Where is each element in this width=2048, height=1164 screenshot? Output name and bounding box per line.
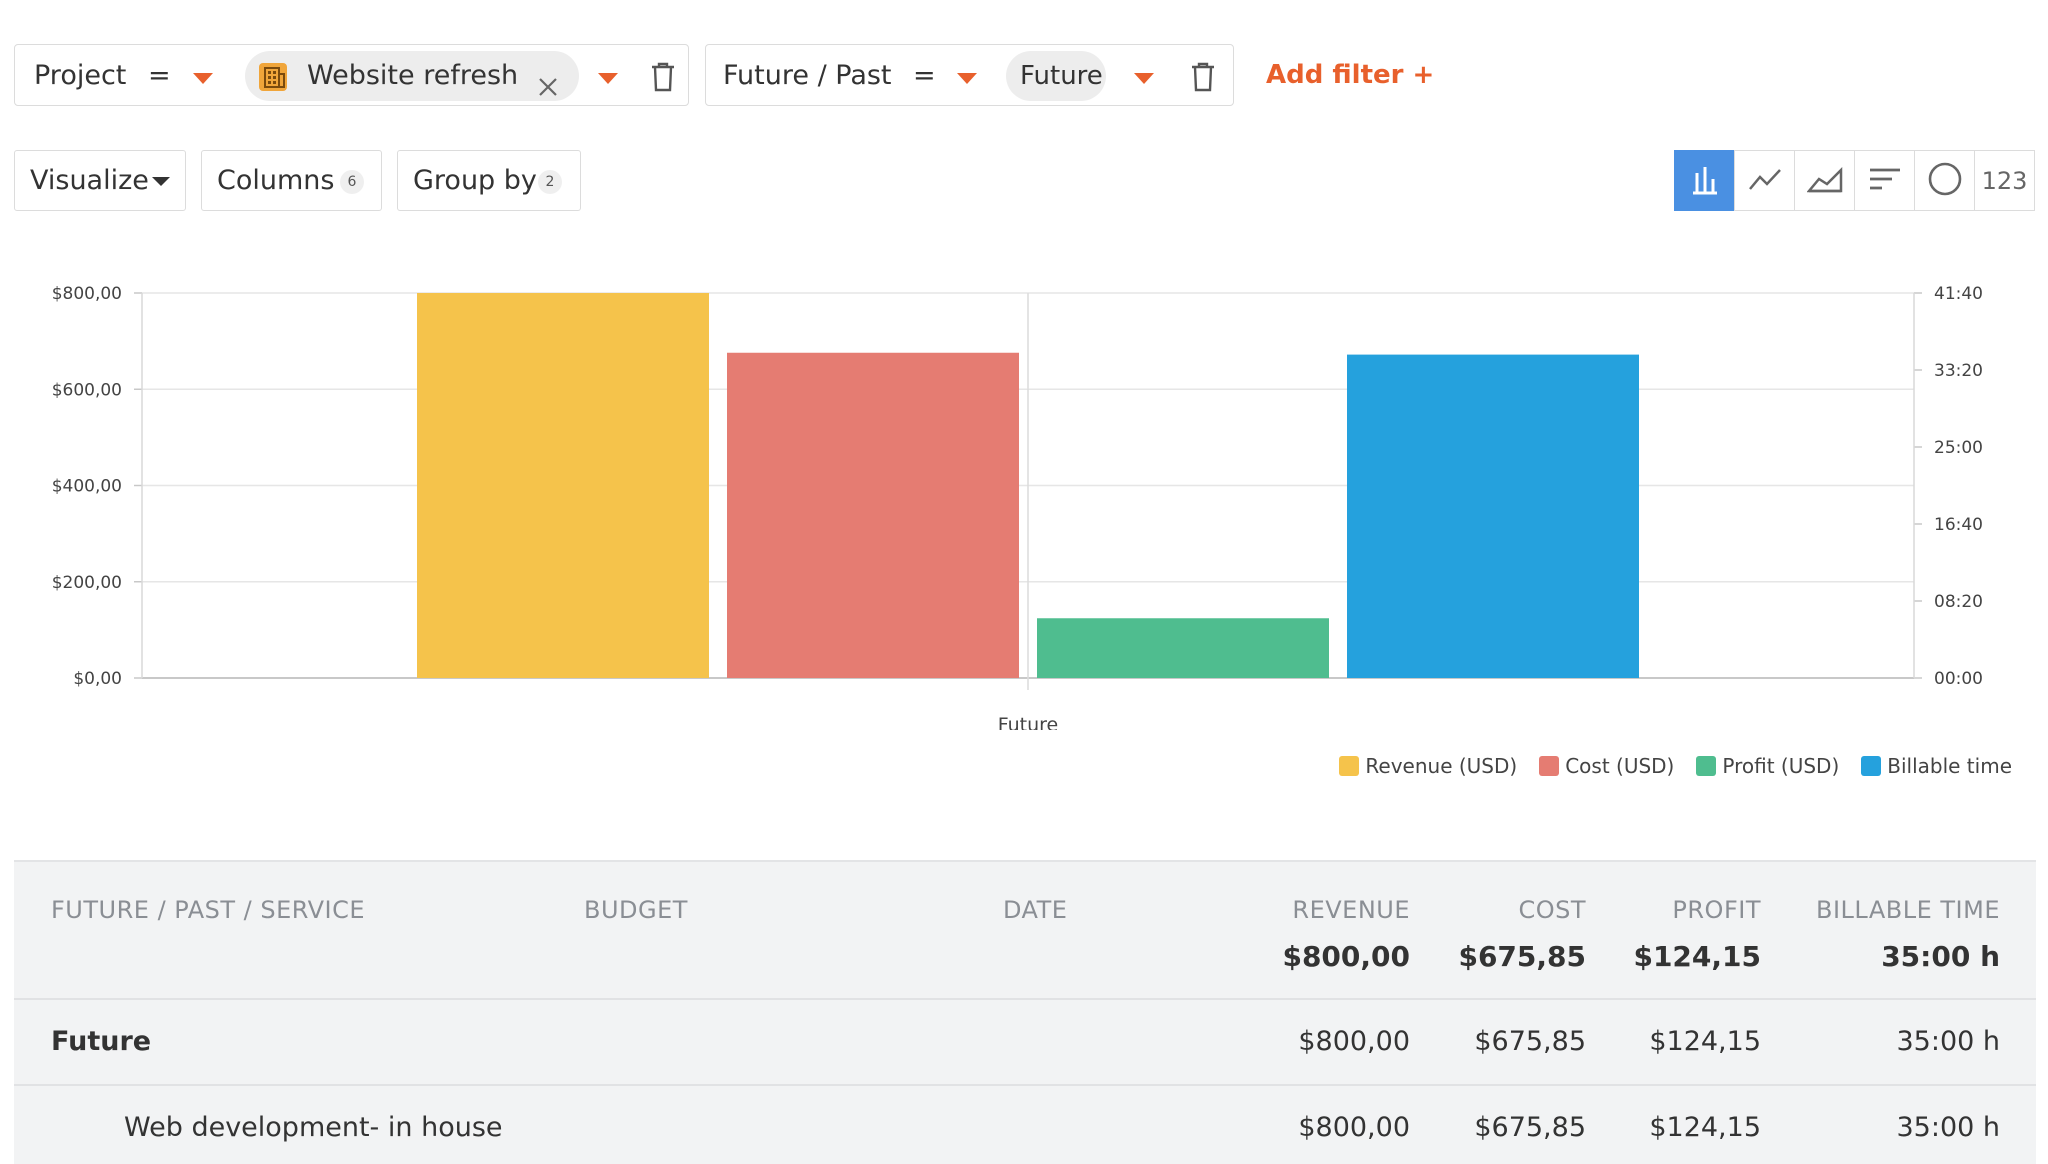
y-right-tick-label: 33:20	[1934, 361, 1983, 381]
y-right-tick-label: 16:40	[1934, 515, 1983, 535]
row-profit: $124,15	[1649, 1026, 1761, 1057]
y-right-tick-label: 08:20	[1934, 592, 1983, 612]
bar-chart-icon	[1689, 163, 1721, 199]
legend-label: Cost (USD)	[1565, 754, 1675, 778]
column-header-revenue[interactable]: REVENUE	[1292, 896, 1410, 924]
row-revenue: $800,00	[1298, 1112, 1410, 1143]
row-cost: $675,85	[1474, 1026, 1586, 1057]
y-left-tick-label: $600,00	[52, 380, 122, 400]
column-header-future-past-service[interactable]: FUTURE / PAST / SERVICE	[51, 896, 366, 924]
area-chart-view-button[interactable]	[1794, 150, 1855, 211]
column-header-profit[interactable]: PROFIT	[1672, 896, 1761, 924]
add-filter-button[interactable]: Add filter +	[1266, 60, 1435, 90]
row-revenue: $800,00	[1298, 1026, 1410, 1057]
filter-field-project[interactable]: Project	[34, 60, 127, 91]
remove-value-icon[interactable]	[537, 65, 559, 96]
horizontal-bar-view-button[interactable]	[1854, 150, 1915, 211]
report-table: FUTURE / PAST / SERVICE BUDGET DATE REVE…	[14, 860, 2036, 1164]
y-left-tick-label: $0,00	[73, 669, 122, 689]
row-cost: $675,85	[1474, 1112, 1586, 1143]
legend-swatch	[1861, 756, 1882, 776]
line-chart-view-button[interactable]	[1734, 150, 1795, 211]
row-profit: $124,15	[1649, 1112, 1761, 1143]
filter-value-label: Future	[1020, 61, 1103, 91]
total-profit: $124,15	[1633, 940, 1761, 973]
delete-filter-icon[interactable]	[1189, 61, 1217, 93]
row-billable-time: 35:00 h	[1896, 1112, 2000, 1143]
legend-item[interactable]: Revenue (USD)	[1339, 754, 1517, 778]
y-right-tick-label: 41:40	[1934, 284, 1983, 304]
legend-swatch	[1696, 756, 1717, 776]
legend-item[interactable]: Billable time	[1861, 754, 2012, 778]
filter-operator[interactable]: =	[913, 60, 936, 91]
view-type-selector: 123	[1674, 150, 2035, 211]
legend-label: Revenue (USD)	[1365, 754, 1518, 778]
number-view-button[interactable]: 123	[1974, 150, 2035, 211]
x-category-label: Future	[998, 714, 1059, 730]
y-right-tick-label: 25:00	[1934, 438, 1983, 458]
line-chart-icon	[1748, 165, 1782, 197]
table-row[interactable]: Future $800,00 $675,85 $124,15 35:00 h	[14, 1000, 2036, 1086]
columns-button[interactable]: Columns 6	[201, 150, 382, 211]
total-cost: $675,85	[1458, 940, 1586, 973]
columns-count-badge: 6	[340, 170, 364, 194]
chart-legend: Revenue (USD) Cost (USD) Profit (USD) Billa…	[1317, 754, 2012, 778]
bar-billable-time	[1347, 354, 1639, 678]
future-past-filter: Future / Past = Future	[705, 44, 1234, 106]
group-by-button[interactable]: Group by 2	[397, 150, 581, 211]
row-billable-time: 35:00 h	[1896, 1026, 2000, 1057]
columns-label: Columns	[217, 165, 335, 196]
legend-item[interactable]: Cost (USD)	[1539, 754, 1674, 778]
legend-label: Billable time	[1887, 754, 2012, 778]
filter-value-chip[interactable]: Website refresh	[245, 51, 579, 101]
legend-swatch	[1539, 756, 1560, 776]
column-header-date[interactable]: DATE	[1003, 896, 1068, 924]
chevron-down-icon	[152, 177, 170, 186]
column-header-budget[interactable]: BUDGET	[584, 896, 688, 924]
group-by-label: Group by	[413, 165, 537, 196]
bar-cost-usd	[727, 352, 1019, 678]
bar-profit-usd	[1037, 618, 1329, 678]
row-label: Web development- in house	[124, 1112, 503, 1143]
legend-swatch	[1339, 756, 1360, 776]
number-view-icon: 123	[1981, 166, 2028, 195]
table-header-row: FUTURE / PAST / SERVICE BUDGET DATE REVE…	[14, 862, 2036, 1000]
value-dropdown-icon[interactable]	[1134, 73, 1154, 84]
legend-label: Profit (USD)	[1722, 754, 1840, 778]
column-header-billable-time[interactable]: BILLABLE TIME	[1816, 896, 2000, 924]
visualize-button[interactable]: Visualize	[14, 150, 186, 211]
area-chart-icon	[1805, 165, 1843, 197]
horizontal-bar-icon	[1868, 166, 1902, 196]
operator-dropdown-icon[interactable]	[957, 73, 977, 84]
y-left-tick-label: $200,00	[52, 573, 122, 593]
total-revenue: $800,00	[1282, 940, 1410, 973]
legend-item[interactable]: Profit (USD)	[1696, 754, 1839, 778]
table-row[interactable]: Web development- in house $800,00 $675,8…	[14, 1086, 2036, 1164]
pie-chart-view-button[interactable]	[1914, 150, 1975, 211]
operator-dropdown-icon[interactable]	[193, 73, 213, 84]
y-left-tick-label: $800,00	[52, 284, 122, 304]
y-right-tick-label: 00:00	[1934, 669, 1983, 689]
bar-chart-view-button[interactable]	[1674, 150, 1735, 211]
value-dropdown-icon[interactable]	[598, 73, 618, 84]
y-left-tick-label: $400,00	[52, 477, 122, 497]
bar-revenue-usd	[417, 293, 709, 678]
filter-value-label: Website refresh	[307, 60, 519, 91]
total-billable-time: 35:00 h	[1881, 940, 2000, 973]
visualize-label: Visualize	[30, 165, 149, 196]
row-label: Future	[51, 1026, 152, 1057]
delete-filter-icon[interactable]	[649, 61, 677, 93]
filter-field-future-past[interactable]: Future / Past	[723, 60, 892, 91]
column-header-cost[interactable]: COST	[1518, 896, 1586, 924]
filter-value-chip[interactable]: Future	[1006, 51, 1106, 101]
filter-operator[interactable]: =	[148, 60, 171, 91]
project-building-icon	[257, 60, 289, 92]
group-by-count-badge: 2	[538, 170, 562, 194]
project-filter: Project = Website refresh	[14, 44, 689, 106]
pie-chart-icon	[1927, 161, 1963, 201]
chart: $0,00 $200,00 $400,00 $600,00 $800,00 00:00 08…	[52, 284, 1983, 730]
